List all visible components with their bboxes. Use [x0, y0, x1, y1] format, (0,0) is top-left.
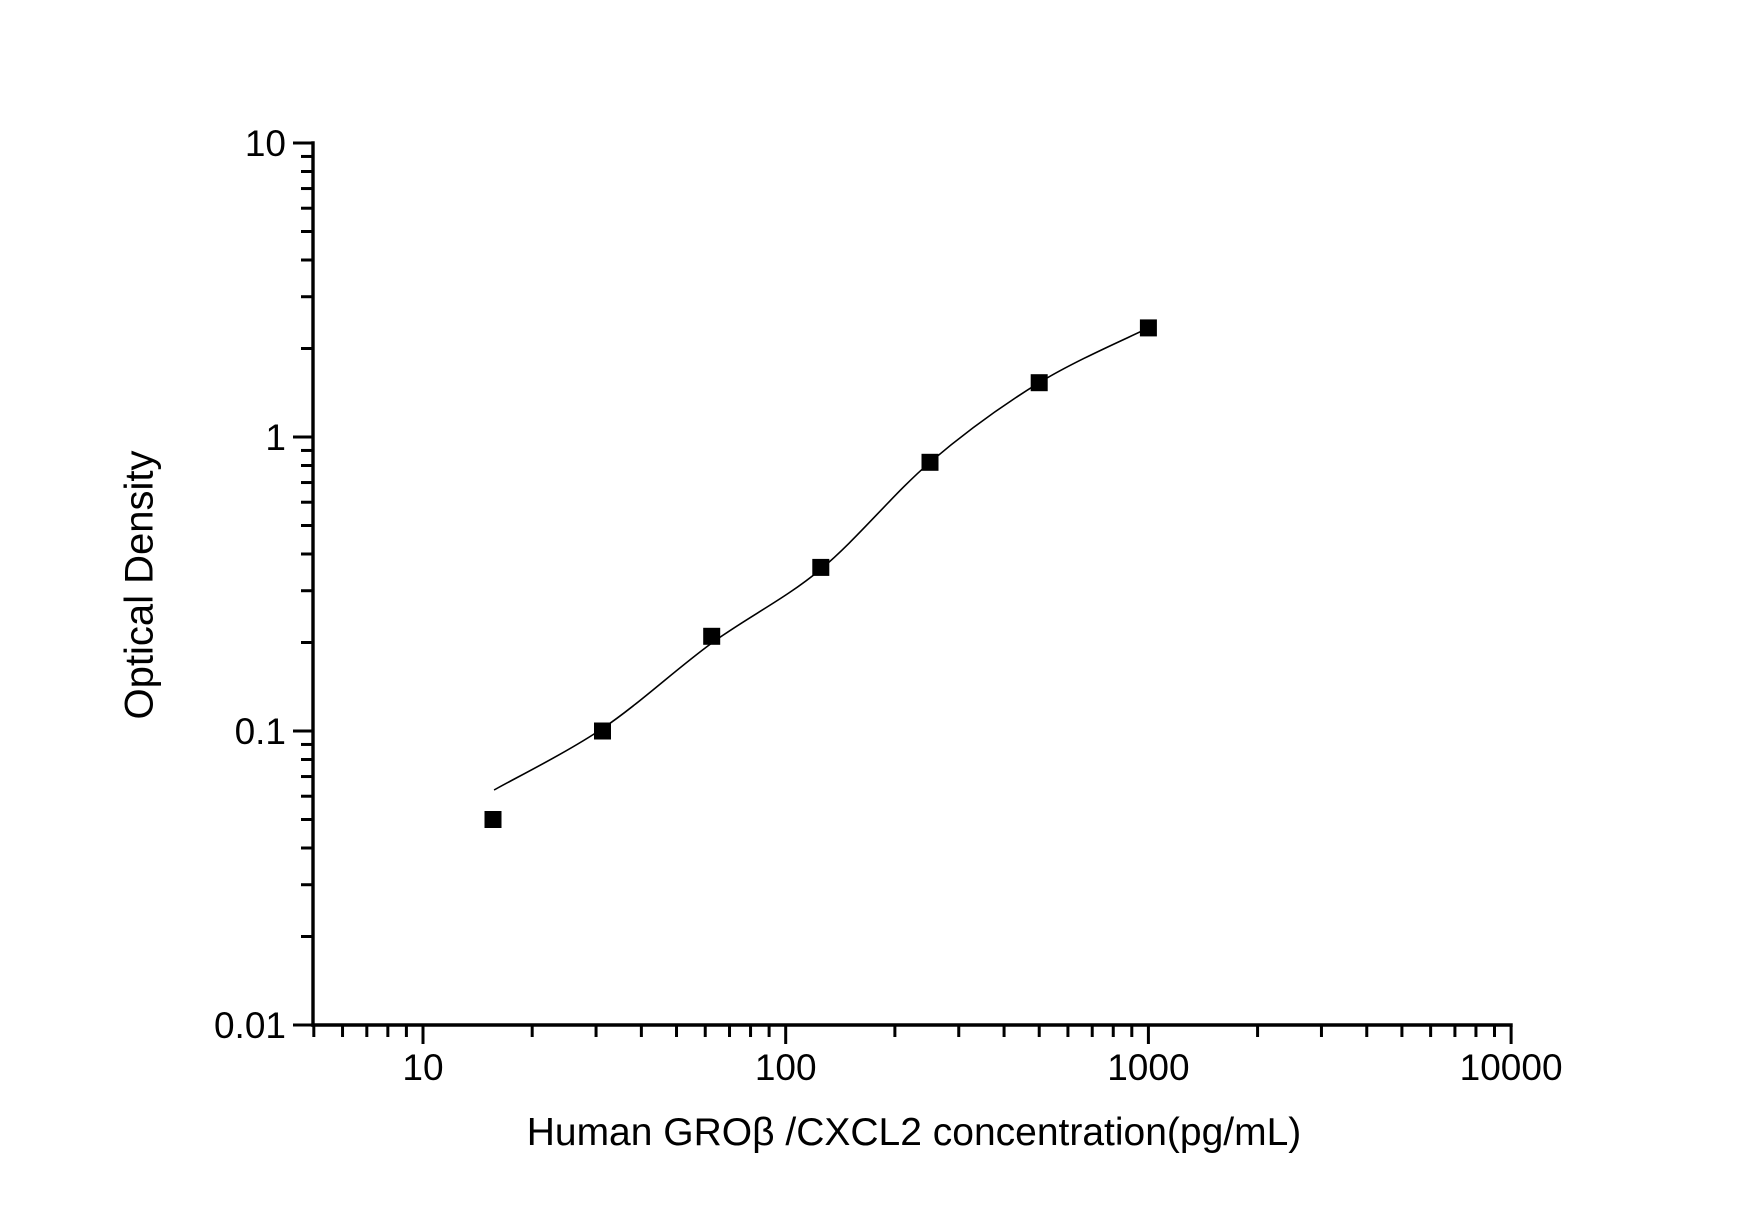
- data-point-marker: [1139, 319, 1157, 337]
- y-tick-label: 0.1: [235, 711, 286, 752]
- data-point-marker: [921, 453, 939, 471]
- y-tick-label: 0.01: [214, 1005, 286, 1046]
- x-tick-label: 100: [755, 1047, 817, 1088]
- data-point-marker: [812, 558, 830, 576]
- data-point-marker: [594, 722, 611, 740]
- y-axis-title: Optical Density: [117, 450, 162, 720]
- x-tick-label: 10: [402, 1047, 443, 1088]
- data-point-marker: [484, 811, 502, 828]
- x-axis-title: Human GROβ /CXCL2 concentration(pg/mL): [526, 1111, 1302, 1154]
- y-tick-label: 1: [265, 417, 286, 458]
- data-point-marker: [703, 627, 721, 645]
- x-tick-label: 1000: [1107, 1047, 1189, 1088]
- data-point-marker: [1030, 374, 1048, 392]
- x-tick-label: 10000: [1460, 1047, 1563, 1088]
- y-tick-label: 10: [245, 123, 286, 164]
